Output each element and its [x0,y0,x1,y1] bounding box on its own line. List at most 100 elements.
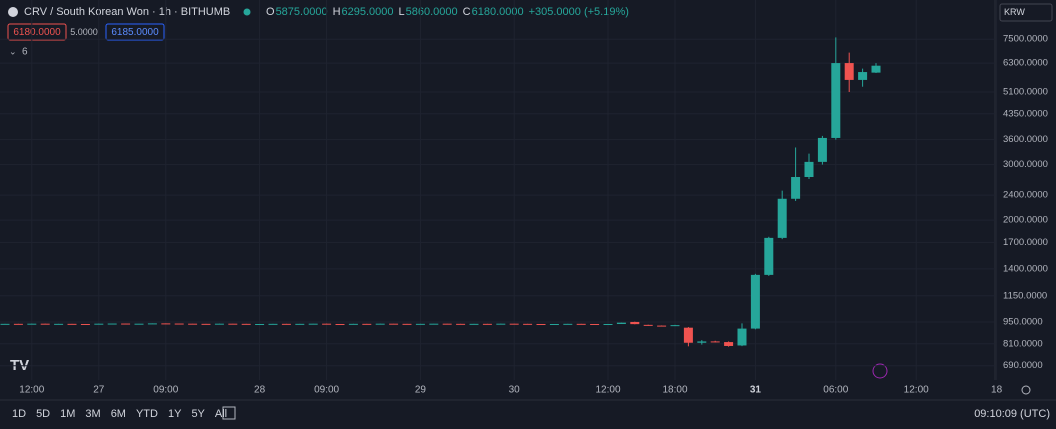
candle-body [563,323,573,325]
symbol-icon [8,7,18,17]
range-button[interactable]: 3M [85,408,100,420]
range-button[interactable]: 1M [60,408,75,420]
candle-body [402,323,412,325]
buy-price[interactable]: 6185.0000 [111,27,159,38]
candle-body [791,177,801,199]
candle-body [697,341,707,343]
candle-body [228,323,238,325]
candle-body [643,324,653,326]
x-tick-label: 12:00 [904,385,929,396]
candle-body [429,323,439,325]
ohlc-key: H [333,6,341,18]
candle-body [536,323,546,325]
candle-body [80,323,90,325]
x-tick-label: 29 [415,385,427,396]
y-tick-label: 1400.0000 [1003,263,1048,274]
y-tick-label: 7500.0000 [1003,34,1048,45]
ohlc-value: 6295.0000 [342,6,394,18]
currency-box[interactable] [999,3,1053,22]
candle-body [134,323,144,325]
y-tick-label: 690.0000 [1003,360,1043,371]
ohlc-header: O 5875.0000 H 6295.0000 L 5860.0000 C 6180.0000… [266,6,629,18]
chart-title: CRV / South Korean Won · 1h · BITHUMB [24,6,230,18]
candle-body [590,323,600,325]
sell-box[interactable] [7,23,67,41]
candle-body [121,323,131,325]
candle-body [616,322,626,324]
x-tick-label: 18 [991,385,1003,396]
candle-body [482,323,492,325]
candle-body [268,323,278,325]
candle-body [777,198,787,238]
candle-body [456,323,466,325]
ohlc-value: 5860.0000 [406,6,458,18]
x-tick-label: 18:00 [662,385,687,396]
candle-body [40,323,50,325]
candle-body [415,323,425,325]
x-tick-label: 27 [93,385,105,396]
range-button[interactable]: All [215,408,227,420]
y-tick-label: 950.0000 [1003,316,1043,327]
candle-body [335,323,345,325]
candle-body [362,323,372,325]
y-tick-label: 5100.0000 [1003,87,1048,98]
indicators-count[interactable]: 6 [22,47,28,58]
range-button[interactable]: 1Y [168,408,182,420]
candle-body [94,323,104,325]
event-icon[interactable] [872,363,888,379]
x-tick-label: 28 [254,385,266,396]
candle-body [295,323,305,325]
y-tick-label: 2000.0000 [1003,215,1048,226]
candle-body [549,323,559,325]
y-tick-label: 810.0000 [1003,338,1043,349]
x-tick-label: 09:00 [153,385,178,396]
candle-body [496,323,506,325]
indicators-caret[interactable]: ⌄ [9,46,17,56]
range-button[interactable]: 6M [111,408,126,420]
y-tick-label: 4350.0000 [1003,108,1048,119]
candle-body [27,323,37,325]
x-tick-label: 12:00 [19,385,44,396]
range-button[interactable]: YTD [136,408,158,420]
x-tick-label: 30 [509,385,521,396]
y-tick-label: 1700.0000 [1003,237,1048,248]
candle-body [442,323,452,325]
candle-body [858,72,868,80]
candle-body [322,323,332,325]
candle-body [804,161,814,178]
candle-body [576,323,586,325]
sell-price[interactable]: 6180.0000 [13,27,61,38]
candle-body [0,323,10,325]
candle-body [147,323,157,325]
range-button[interactable]: 5D [36,408,50,420]
candle-body [737,328,747,346]
range-button[interactable]: 5Y [191,408,205,420]
goto-icon[interactable] [222,406,236,420]
grid [0,0,998,380]
range-button[interactable]: 1D [12,408,26,420]
candle-body [201,323,211,325]
spread: 5.0000 [70,27,98,37]
candle-body [214,323,224,325]
candle-body [161,323,171,325]
candle-body [750,274,760,329]
currency[interactable]: KRW [1004,7,1025,17]
settings-icon[interactable] [1021,385,1031,395]
buy-box[interactable] [105,23,165,41]
y-tick-label: 6300.0000 [1003,58,1048,69]
change: +305.0000 (+5.19%) [529,6,629,18]
candle-body [817,137,827,162]
candle-body [710,341,720,343]
candle-body [67,323,77,325]
candle-body [871,65,881,73]
ohlc-value: 6180.0000 [472,6,524,18]
x-tick-label: 09:00 [314,385,339,396]
candle-body [523,323,533,325]
candle-body [844,63,854,80]
candle-body [630,321,640,325]
ohlc-key: O [266,6,275,18]
y-tick-label: 2400.0000 [1003,190,1048,201]
candle-body [670,325,680,327]
x-tick-label: 06:00 [823,385,848,396]
clock: 09:10:09 (UTC) [974,408,1050,420]
